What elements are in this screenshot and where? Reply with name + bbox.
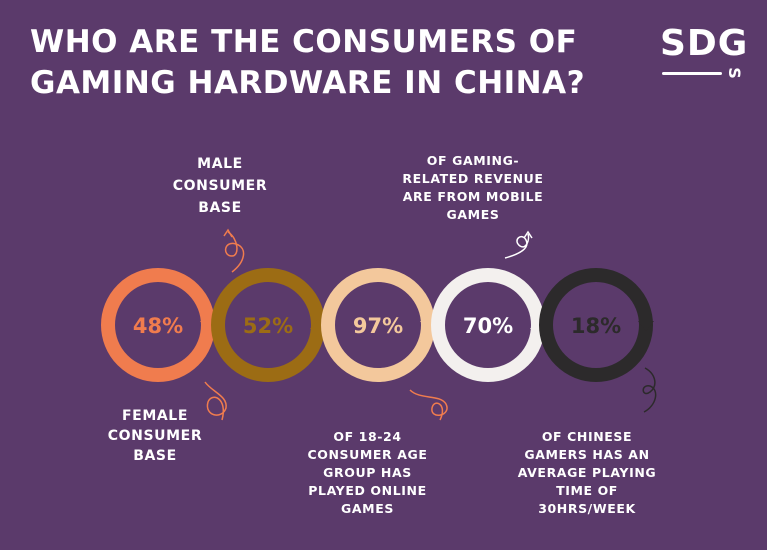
stat-value-mobile: 70% — [463, 314, 513, 338]
female-caption: FEMALE CONSUMER BASE — [107, 408, 203, 464]
male-caption: MALE CONSUMER BASE — [172, 156, 268, 216]
mobile-caption: OF GAMING-RELATED REVENUE ARE FROM MOBIL… — [402, 153, 544, 222]
stat-value-age: 97% — [353, 314, 403, 338]
arrow-icon-male — [224, 231, 245, 273]
ring-arrow-time — [638, 321, 654, 331]
ring-time: 18% — [539, 268, 654, 382]
ring-age: 97% — [321, 268, 436, 382]
logo-underline — [662, 72, 722, 75]
arrow-icon-age — [409, 389, 448, 421]
arrow-icon-time — [642, 367, 657, 413]
arrow-icon-mobile — [504, 233, 530, 259]
arrow-icon-mobile-head — [523, 230, 533, 239]
stat-value-female: 48% — [133, 314, 183, 338]
ring-female: 48% — [101, 268, 216, 382]
arrow-icon-male-head — [223, 228, 233, 238]
stat-value-male: 52% — [243, 314, 293, 338]
time-caption: OF CHINESE GAMERS HAS AN AVERAGE PLAYING… — [517, 429, 657, 516]
age-caption: OF 18-24 CONSUMER AGE GROUP HAS PLAYED O… — [307, 429, 428, 516]
sdg-logo: SDG S — [660, 22, 750, 88]
arrow-icon-female — [204, 381, 227, 421]
ring-male: 52% — [211, 268, 326, 382]
logo-text: SDG — [660, 23, 749, 64]
ring-mobile: 70% — [431, 268, 546, 382]
stat-value-time: 18% — [571, 314, 621, 338]
page-title: WHO ARE THE CONSUMERS OF GAMING HARDWARE… — [30, 24, 586, 101]
